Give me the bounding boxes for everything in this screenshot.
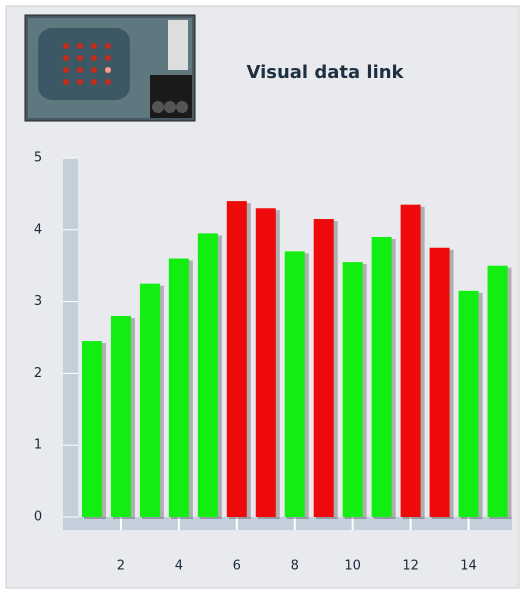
- x-tick-label: 2: [117, 559, 125, 574]
- x-tick-label: 12: [402, 559, 419, 574]
- y-tick-label: 0: [34, 510, 42, 525]
- bar: [430, 248, 450, 517]
- y-tick-label: 1: [34, 438, 42, 453]
- bar: [314, 219, 334, 517]
- bar: [343, 262, 363, 517]
- bar: [488, 266, 508, 517]
- x-tick-label: 8: [291, 559, 299, 574]
- bar: [285, 251, 305, 517]
- chart: Visual data link 0123452468101214: [0, 0, 525, 594]
- y-axis-band: [63, 158, 78, 530]
- y-tick-label: 3: [34, 294, 42, 309]
- bar: [256, 208, 276, 517]
- chart-title: Visual data link: [246, 62, 404, 83]
- y-tick-label: 5: [34, 151, 42, 166]
- y-tick-label: 4: [34, 222, 42, 237]
- x-tick-label: 4: [175, 559, 183, 574]
- bar: [459, 291, 479, 517]
- bar: [401, 205, 421, 517]
- bar: [227, 201, 247, 517]
- bar: [169, 259, 189, 517]
- x-tick-label: 10: [344, 559, 361, 574]
- thumbnail: [25, 15, 195, 121]
- x-tick-label: 6: [233, 559, 241, 574]
- y-tick-label: 2: [34, 366, 42, 381]
- bar: [198, 233, 218, 517]
- bar: [372, 237, 392, 517]
- bar: [82, 341, 102, 517]
- page: {"chart_data": {"type": "bar", "title": …: [0, 0, 525, 594]
- x-tick-label: 14: [460, 559, 477, 574]
- bar: [111, 316, 131, 517]
- bar: [140, 284, 160, 517]
